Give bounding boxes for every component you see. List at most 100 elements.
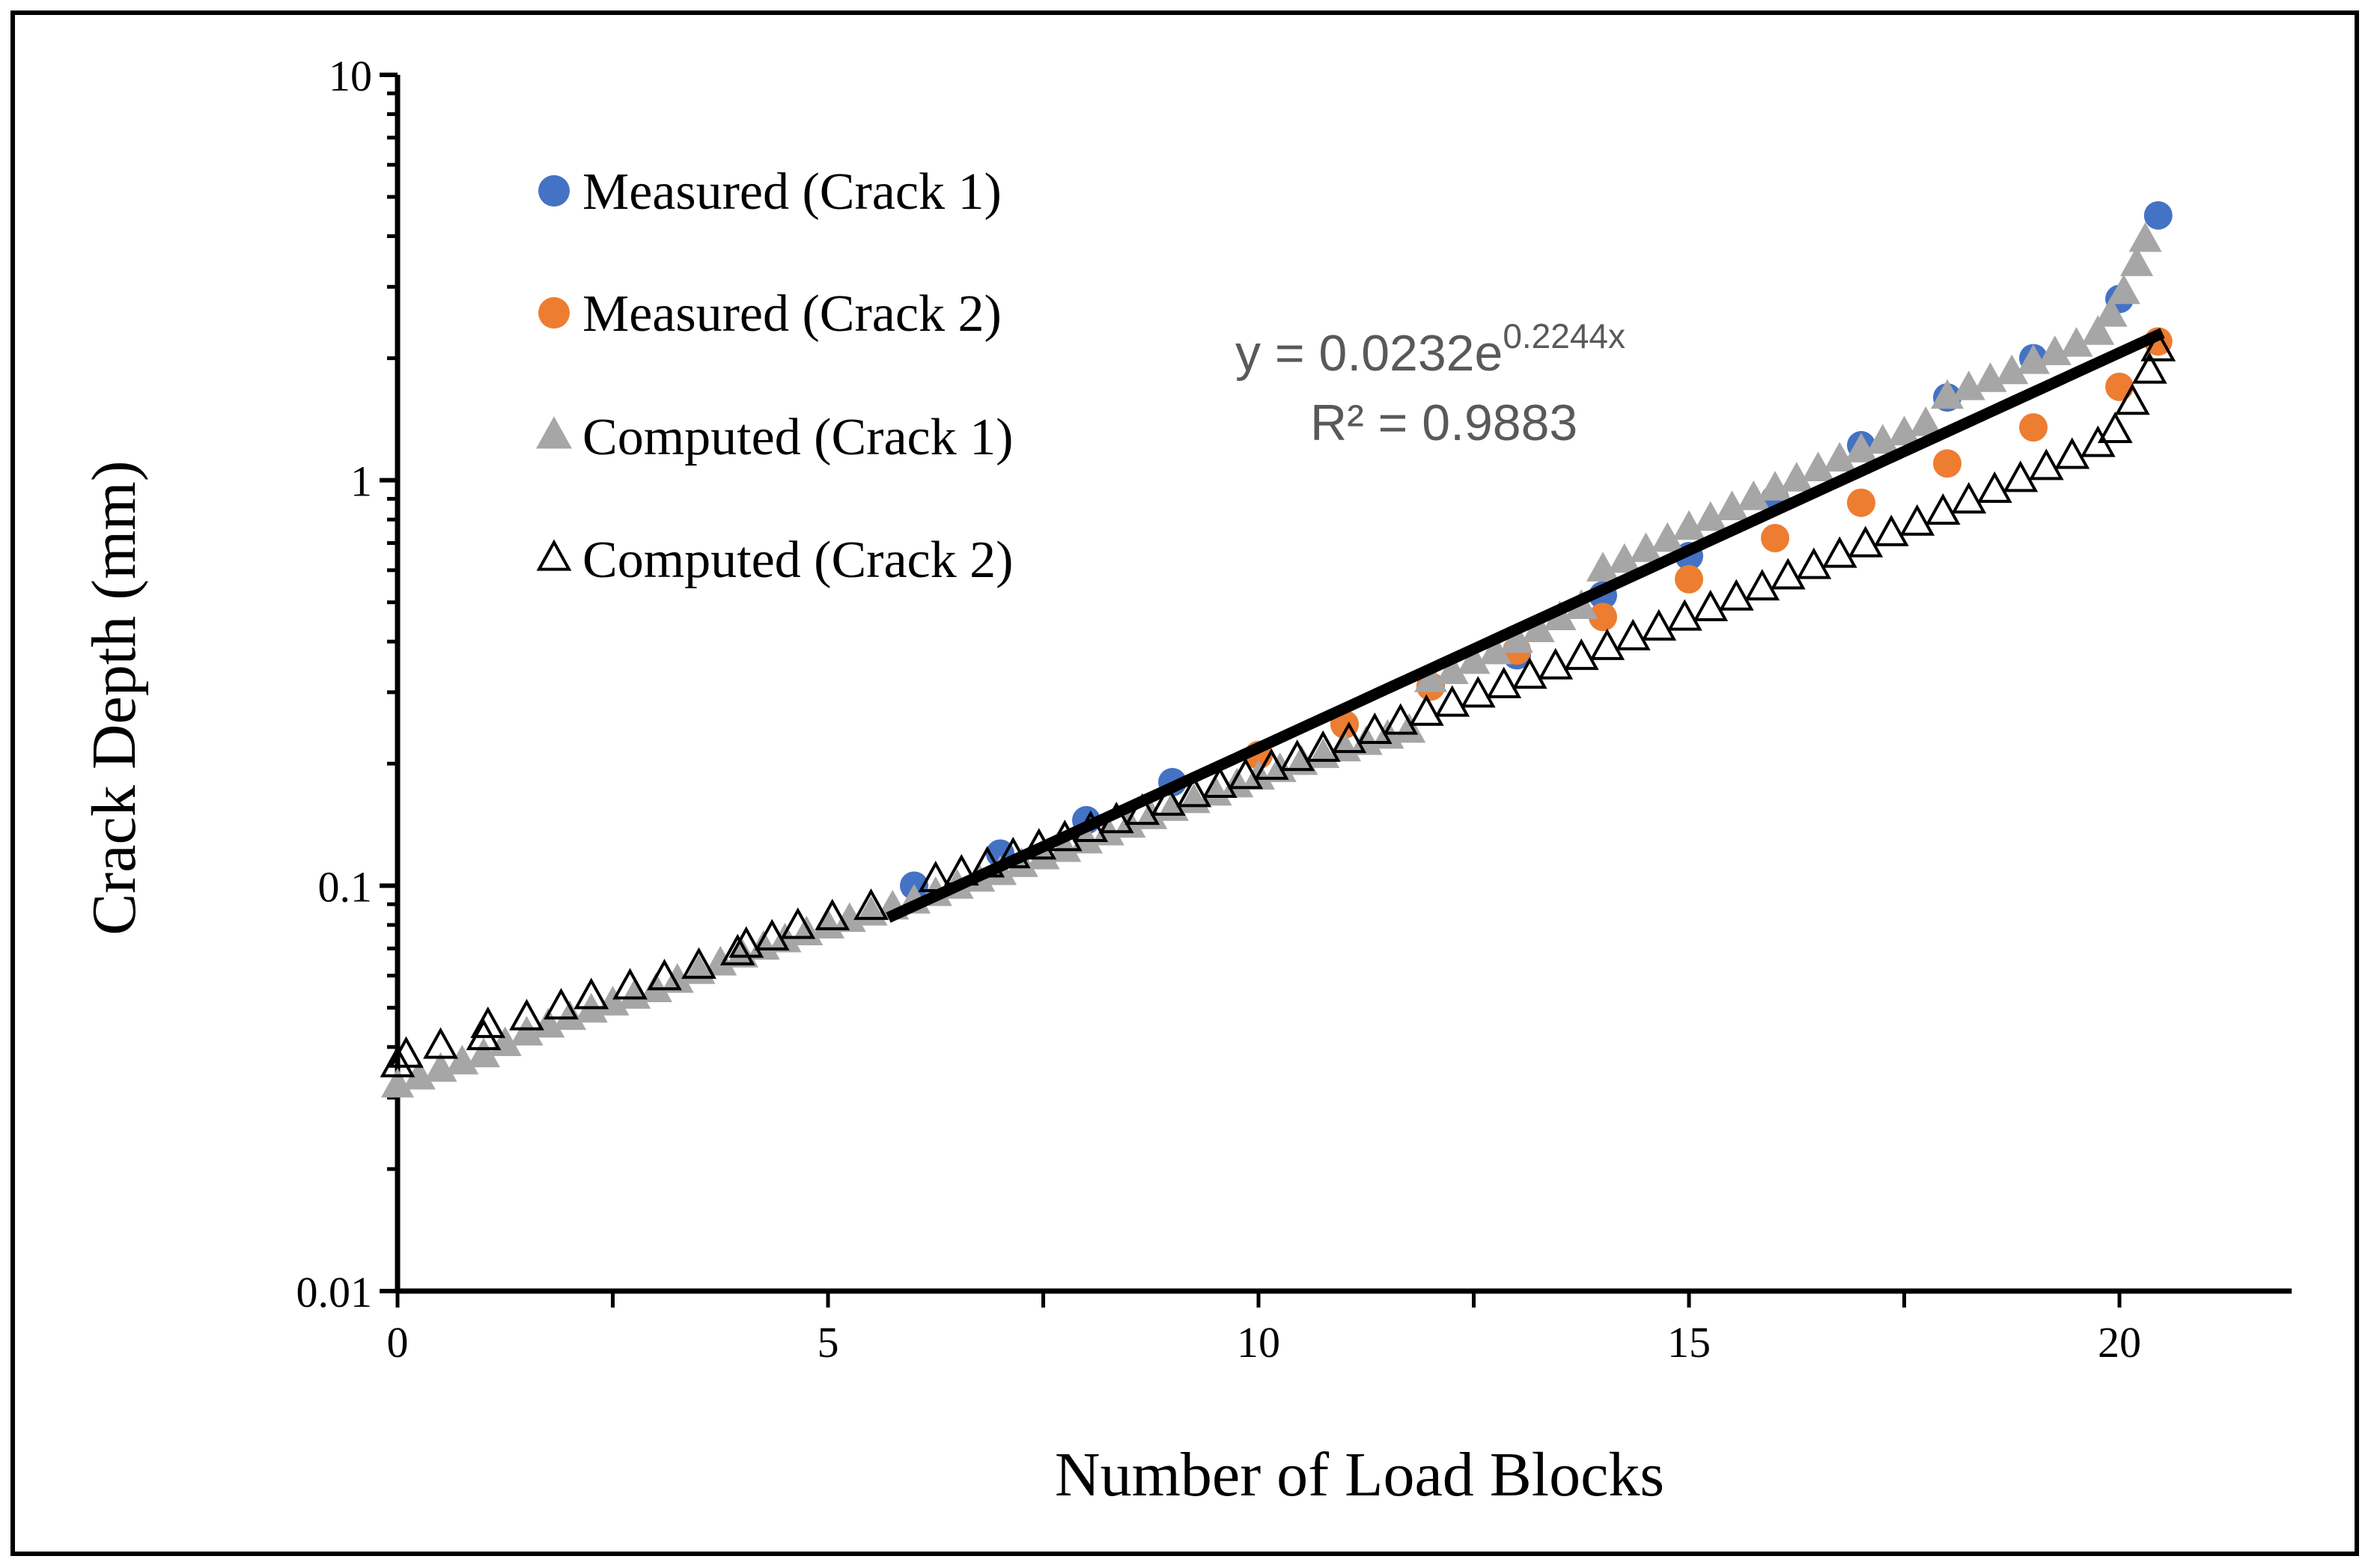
data-point [1589,628,1625,660]
y-tick-label: 10 [329,52,372,100]
data-point [2114,383,2150,415]
data-point [1615,618,1651,650]
data-point [2120,246,2153,276]
data-point [1098,802,1134,834]
data-point [1821,536,1857,568]
data-point [1951,481,1987,514]
data-point [943,853,979,886]
data-point [1796,547,1832,579]
legend: Measured (Crack 1) Measured (Crack 2) Comp… [536,163,1013,589]
data-point [1021,828,1057,860]
data-point [1220,767,1254,798]
data-point [1538,647,1574,680]
data-point [1305,730,1341,762]
data-point [1414,662,1447,692]
data-point [1823,442,1857,472]
data-point [381,1067,414,1098]
series-computed-crack-2 [380,329,2176,1078]
data-point [1976,471,2012,503]
data-point [780,907,816,939]
data-point [815,898,850,930]
data-point [2143,201,2173,230]
data-point [612,968,648,1000]
legend-label: Measured (Crack 2) [582,285,1002,343]
data-point [660,963,694,993]
data-point [1848,525,1884,558]
data-point [918,860,954,893]
data-point [2140,329,2176,362]
data-point [2094,296,2128,327]
y-tick-label: 1 [350,457,372,506]
x-tick-label: 5 [818,1318,839,1367]
data-point [2060,327,2093,357]
data-point [719,933,755,965]
data-point [1933,449,1961,478]
data-point [1744,569,1780,601]
data-point [1279,739,1315,772]
data-point [389,1036,424,1068]
data-point [853,888,889,921]
data-point [1199,775,1232,806]
data-point [2131,352,2167,384]
data-point [467,1037,500,1067]
data-point [1873,514,1909,546]
data-point [2081,315,2115,345]
data-point [2105,372,2134,401]
data-point [1486,666,1522,698]
data-point [380,1046,416,1078]
data-point [2028,448,2064,481]
data-point [1331,722,1367,754]
data-point [2003,460,2039,492]
data-point [1770,558,1806,590]
data-point [754,918,790,951]
data-point [470,1006,506,1038]
data-point [1253,748,1289,780]
data-point [1589,603,1617,632]
legend-label: Measured (Crack 1) [582,163,1002,221]
data-point [647,959,682,991]
data-point [1715,490,1749,520]
y-tick-label: 0.01 [296,1268,373,1317]
data-point [1693,501,1727,531]
data-point [1995,354,2029,385]
data-point [509,998,544,1031]
data-point [1521,612,1555,643]
data-point [1761,523,1789,552]
data-point [1479,634,1512,665]
data-point [1887,415,1921,445]
data-point [1909,406,1943,436]
data-point [1124,793,1160,826]
data-point [2054,437,2090,469]
data-point [1512,657,1547,689]
legend-label: Computed (Crack 2) [582,531,1013,589]
data-point [1651,522,1684,552]
data-point [1228,757,1264,790]
legend-marker [538,175,570,207]
data-point [1047,820,1083,852]
data-point [1675,564,1703,594]
crack-depth-chart: 0.01 0.1 1 10 0 5 10 15 20 Number of Load Blocks C… [79,52,2292,1510]
legend-marker [536,416,572,449]
data-point [1357,712,1393,745]
data-point [995,836,1031,869]
data-point [1176,775,1212,808]
data-point [1048,832,1082,862]
data-point [1073,810,1109,842]
data-point [2097,411,2133,444]
data-point [1408,694,1444,726]
legend-marker [536,539,572,571]
legend-marker [538,297,570,329]
data-point [2017,344,2050,374]
data-point [1780,462,1813,492]
data-point [2038,335,2072,365]
data-point [1925,493,1961,525]
data-point [402,1060,436,1090]
data-point [1460,676,1496,708]
y-axis-title: Crack Depth (mm) [79,460,149,935]
data-point [2019,413,2048,442]
trendline-equation: y = 0.0232e0.2244x [1235,317,1625,382]
data-point [1693,589,1729,622]
x-axis-title: Number of Load Blocks [1055,1440,1664,1510]
chart-frame: 0.01 0.1 1 10 0 5 10 15 20 Number of Load Blocks C… [10,10,2359,1556]
data-point [704,945,737,976]
